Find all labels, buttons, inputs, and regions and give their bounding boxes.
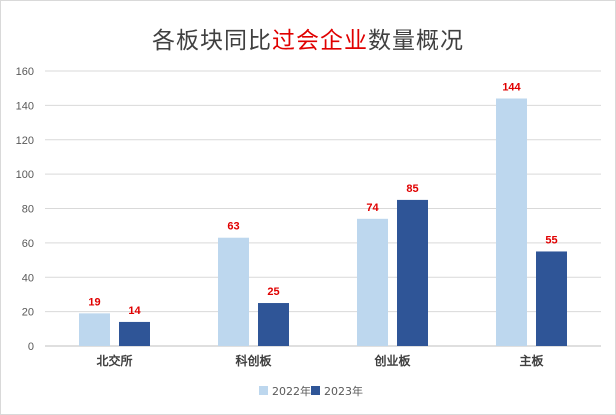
bars xyxy=(79,98,567,346)
y-axis: 0 20 40 60 80 100 120 140 160 xyxy=(16,66,34,353)
bar-2023年-科创板 xyxy=(258,303,289,346)
bar-2022年-北交所 xyxy=(79,313,110,346)
x-axis: 北交所 科创板 创业板 主板 xyxy=(96,353,544,368)
data-label: 85 xyxy=(406,183,418,195)
chart-title: 各板块同比过会企业数量概况 xyxy=(1,21,615,55)
x-tick-label: 北交所 xyxy=(96,353,132,368)
y-tick-label: 140 xyxy=(16,100,34,112)
legend-swatch-2022年 xyxy=(259,386,268,395)
y-tick-label: 160 xyxy=(16,66,34,78)
bar-2023年-主板 xyxy=(536,251,567,346)
title-part-1: 各板块同比 xyxy=(152,28,272,54)
y-tick-label: 20 xyxy=(22,307,34,319)
data-label: 14 xyxy=(128,305,141,317)
legend: 2022年 2023年 xyxy=(259,384,363,398)
data-label: 144 xyxy=(502,82,521,94)
bar-2023年-北交所 xyxy=(119,321,150,346)
x-tick-label: 主板 xyxy=(519,353,544,368)
x-tick-label: 创业板 xyxy=(373,353,411,368)
bar-2022年-创业板 xyxy=(357,218,388,346)
y-tick-label: 0 xyxy=(28,341,34,353)
y-tick-label: 40 xyxy=(22,272,34,284)
data-labels: 19 14 63 25 74 85 144 55 xyxy=(88,82,557,317)
y-tick-label: 80 xyxy=(22,204,34,216)
bar-2023年-创业板 xyxy=(397,199,428,346)
legend-label: 2022年 xyxy=(272,384,311,398)
data-label: 19 xyxy=(88,296,100,308)
y-tick-label: 120 xyxy=(16,135,34,147)
legend-label: 2023年 xyxy=(324,384,363,398)
bar-2022年-科创板 xyxy=(218,237,249,346)
legend-swatch-2023年 xyxy=(311,386,320,395)
data-label: 74 xyxy=(366,202,379,214)
x-tick-label: 科创板 xyxy=(235,353,272,368)
y-tick-label: 100 xyxy=(16,169,34,181)
data-label: 55 xyxy=(545,234,557,246)
data-label: 25 xyxy=(267,286,279,298)
title-part-2-highlight: 过会企业 xyxy=(272,28,368,54)
data-label: 63 xyxy=(227,221,239,233)
title-part-3: 数量概况 xyxy=(368,28,464,54)
y-tick-label: 60 xyxy=(22,238,34,250)
bar-2022年-主板 xyxy=(496,98,527,346)
